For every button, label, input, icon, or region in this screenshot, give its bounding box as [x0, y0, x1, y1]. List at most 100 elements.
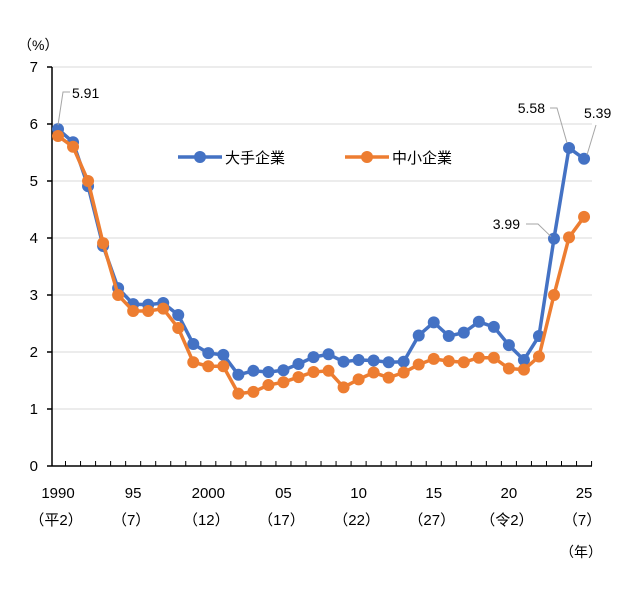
axes — [51, 67, 592, 467]
data-point — [262, 365, 275, 378]
data-point — [217, 360, 230, 373]
data-point — [292, 357, 305, 370]
data-point — [262, 379, 275, 392]
data-point — [412, 329, 425, 342]
data-point — [563, 141, 576, 154]
legend-item: 大手企業 — [178, 149, 285, 167]
data-point — [397, 366, 410, 379]
data-point — [487, 351, 500, 364]
data-point — [472, 315, 485, 328]
y-tick-label: 2 — [30, 344, 38, 361]
data-point — [532, 350, 545, 363]
data-point — [442, 330, 455, 343]
legend-marker — [194, 151, 206, 163]
data-point — [337, 381, 350, 394]
x-axis-unit-label: （年） — [560, 544, 602, 560]
legend: 大手企業 中小企業 — [178, 149, 452, 167]
data-point — [127, 304, 140, 317]
y-axis-ticks: 0 1 2 3 4 5 6 7 — [30, 59, 52, 475]
data-point — [412, 358, 425, 371]
legend-label: 大手企業 — [225, 149, 285, 167]
data-point — [247, 385, 260, 398]
gridlines — [52, 66, 592, 410]
data-point — [563, 231, 576, 244]
data-point — [232, 368, 245, 381]
annotation-label: 5.39 — [584, 105, 611, 121]
annotation-label: 5.91 — [72, 85, 99, 101]
data-point — [277, 364, 290, 377]
data-point — [232, 387, 245, 400]
x-tick-label: 15 — [425, 485, 442, 502]
data-point — [307, 365, 320, 378]
series-group — [52, 123, 591, 400]
data-point — [202, 347, 215, 360]
x-axis-ticks: 1990 （平2） 95 （7） 2000 （12） 05 （17） 10 （22） 15 （27） 2… — [29, 461, 601, 529]
x-tick-sublabel: （7） — [563, 512, 601, 529]
legend-marker — [361, 151, 373, 163]
y-tick-label: 0 — [30, 458, 38, 475]
series-small-medium-companies — [52, 129, 591, 400]
y-axis-unit-label: （%） — [18, 37, 58, 53]
data-point — [578, 152, 591, 165]
y-tick-label: 3 — [30, 287, 38, 304]
x-tick-label: 95 — [125, 485, 142, 502]
annotation-leader-line — [586, 124, 597, 155]
data-point — [517, 353, 530, 366]
data-point — [292, 371, 305, 384]
data-point — [382, 356, 395, 369]
x-tick-sublabel: （12） — [183, 512, 230, 529]
data-point — [487, 320, 500, 333]
x-tick-label: 20 — [501, 485, 518, 502]
x-tick-sublabel: （7） — [112, 512, 150, 529]
legend-item: 中小企業 — [345, 149, 452, 167]
annotation-label: 3.99 — [493, 216, 520, 232]
x-tick-sublabel: （27） — [408, 512, 455, 529]
data-point — [337, 355, 350, 368]
data-point — [367, 354, 380, 367]
data-point — [472, 351, 485, 364]
y-tick-label: 7 — [30, 59, 38, 76]
data-point — [67, 140, 80, 153]
annotation-label: 5.58 — [518, 100, 545, 116]
x-tick-sublabel: （平2） — [29, 512, 82, 529]
y-tick-label: 6 — [30, 116, 38, 133]
data-point — [457, 356, 470, 369]
x-tick-label: 10 — [350, 485, 367, 502]
data-point — [517, 363, 530, 376]
x-tick-label: 05 — [275, 485, 292, 502]
annotation-leader-line — [550, 107, 568, 144]
data-point — [502, 339, 515, 352]
series-line — [56, 127, 586, 377]
data-point — [187, 338, 200, 351]
data-point — [427, 352, 440, 365]
annotation-leader-line — [57, 91, 70, 126]
x-tick-label: 1990 — [41, 485, 74, 502]
legend-label: 中小企業 — [392, 149, 452, 167]
data-point — [457, 326, 470, 339]
data-point — [427, 316, 440, 329]
x-tick-label: 25 — [576, 485, 593, 502]
x-tick-sublabel: （17） — [258, 512, 305, 529]
data-point — [52, 129, 64, 142]
data-point — [547, 289, 560, 301]
data-point — [277, 376, 290, 389]
data-point — [307, 351, 320, 364]
x-tick-sublabel: （22） — [333, 512, 380, 529]
data-point — [172, 322, 185, 335]
data-point — [97, 237, 110, 250]
data-point — [322, 348, 335, 361]
data-point — [142, 304, 155, 317]
data-point — [502, 362, 515, 375]
data-point — [202, 360, 215, 373]
data-point — [547, 232, 560, 245]
data-point — [157, 302, 170, 315]
data-point — [352, 373, 365, 386]
y-tick-label: 1 — [30, 401, 38, 418]
data-point — [112, 289, 125, 301]
data-point — [382, 371, 395, 384]
data-point — [397, 355, 410, 368]
data-point — [217, 348, 230, 361]
data-point — [352, 353, 365, 366]
data-point — [172, 308, 185, 321]
